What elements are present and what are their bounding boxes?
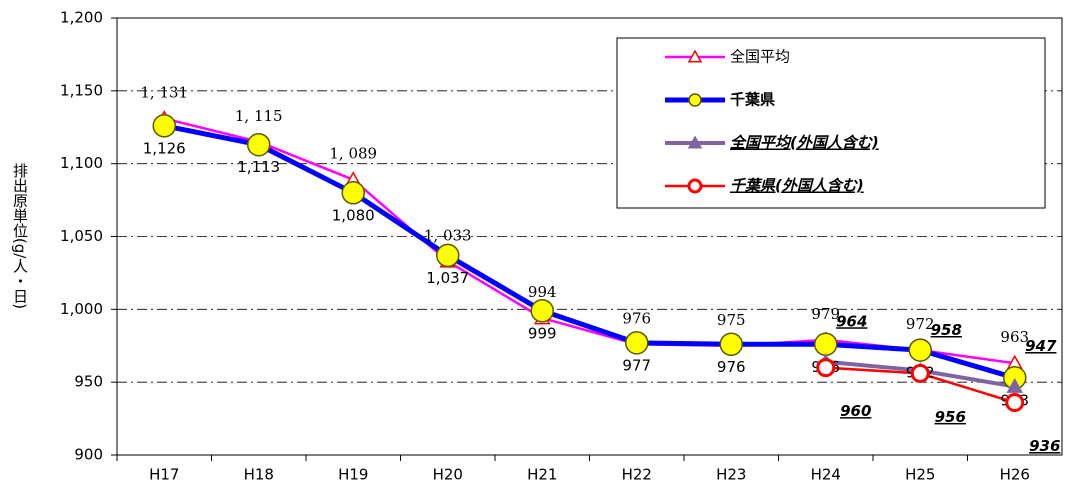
data-label: 1,113 bbox=[237, 158, 280, 176]
y-axis-label: 排出原単位(g/人・日) bbox=[11, 163, 29, 309]
point bbox=[341, 181, 365, 205]
x-tick-label: H19 bbox=[338, 466, 368, 484]
point bbox=[436, 243, 460, 268]
data-label: 976 bbox=[717, 358, 746, 376]
x-tick-label: H25 bbox=[905, 466, 935, 484]
data-label: 964 bbox=[836, 312, 867, 330]
data-label: 972 bbox=[906, 315, 935, 333]
point bbox=[719, 332, 743, 357]
data-label: 956 bbox=[935, 408, 966, 426]
x-tick-label: H21 bbox=[527, 466, 557, 484]
data-label: 994 bbox=[528, 283, 557, 301]
data-label: 999 bbox=[528, 324, 557, 342]
point bbox=[1005, 393, 1025, 413]
data-label: 963 bbox=[1000, 328, 1029, 346]
data-label: 1, 115 bbox=[235, 107, 283, 125]
y-tick-label: 900 bbox=[74, 446, 103, 464]
data-label: 960 bbox=[840, 402, 871, 420]
y-tick-label: 1,200 bbox=[60, 9, 103, 27]
data-label: 1,037 bbox=[426, 269, 469, 287]
x-tick-label: H18 bbox=[244, 466, 274, 484]
data-label: 1, 089 bbox=[329, 145, 377, 163]
legend-label: 全国平均 bbox=[730, 48, 790, 66]
point bbox=[625, 331, 649, 355]
x-tick-label: H20 bbox=[433, 466, 463, 484]
point bbox=[530, 299, 554, 323]
point bbox=[814, 332, 838, 357]
y-tick-label: 1,000 bbox=[60, 300, 103, 318]
point bbox=[908, 338, 932, 362]
legend-marker bbox=[688, 93, 702, 107]
y-tick-label: 1,150 bbox=[60, 81, 103, 99]
legend-label: 千葉県 bbox=[730, 91, 775, 109]
point bbox=[152, 114, 176, 138]
legend-box bbox=[616, 37, 1046, 209]
point bbox=[247, 132, 271, 157]
legend-marker bbox=[687, 49, 703, 63]
x-tick-label: H24 bbox=[811, 466, 841, 484]
data-label: 1,126 bbox=[143, 139, 186, 157]
y-tick-label: 1,050 bbox=[60, 227, 103, 245]
y-tick-label: 1,100 bbox=[60, 154, 103, 172]
data-label: 979 bbox=[811, 305, 840, 323]
point bbox=[1006, 377, 1024, 393]
data-label: 1, 033 bbox=[424, 226, 472, 244]
legend-label: 千葉県(外国人含む) bbox=[730, 177, 864, 195]
y-tick-label: 950 bbox=[74, 373, 103, 391]
data-label: 936 bbox=[1029, 437, 1060, 455]
data-label: 977 bbox=[622, 356, 651, 374]
x-tick-label: H22 bbox=[622, 466, 652, 484]
point bbox=[816, 358, 836, 378]
x-tick-label: H26 bbox=[1000, 466, 1030, 484]
point bbox=[910, 363, 930, 383]
x-tick-label: H23 bbox=[716, 466, 746, 484]
data-label: 1, 131 bbox=[140, 84, 188, 102]
series-line bbox=[163, 123, 1016, 381]
legend-marker bbox=[687, 178, 703, 194]
x-tick-label: H17 bbox=[149, 466, 179, 484]
data-label: 1,080 bbox=[332, 206, 375, 224]
data-label: 976 bbox=[622, 309, 651, 327]
legend-label: 全国平均(外国人含む) bbox=[730, 134, 879, 152]
data-label: 947 bbox=[1025, 337, 1057, 355]
data-label: 975 bbox=[717, 311, 746, 329]
legend-marker bbox=[687, 135, 703, 149]
data-label: 958 bbox=[931, 321, 962, 339]
